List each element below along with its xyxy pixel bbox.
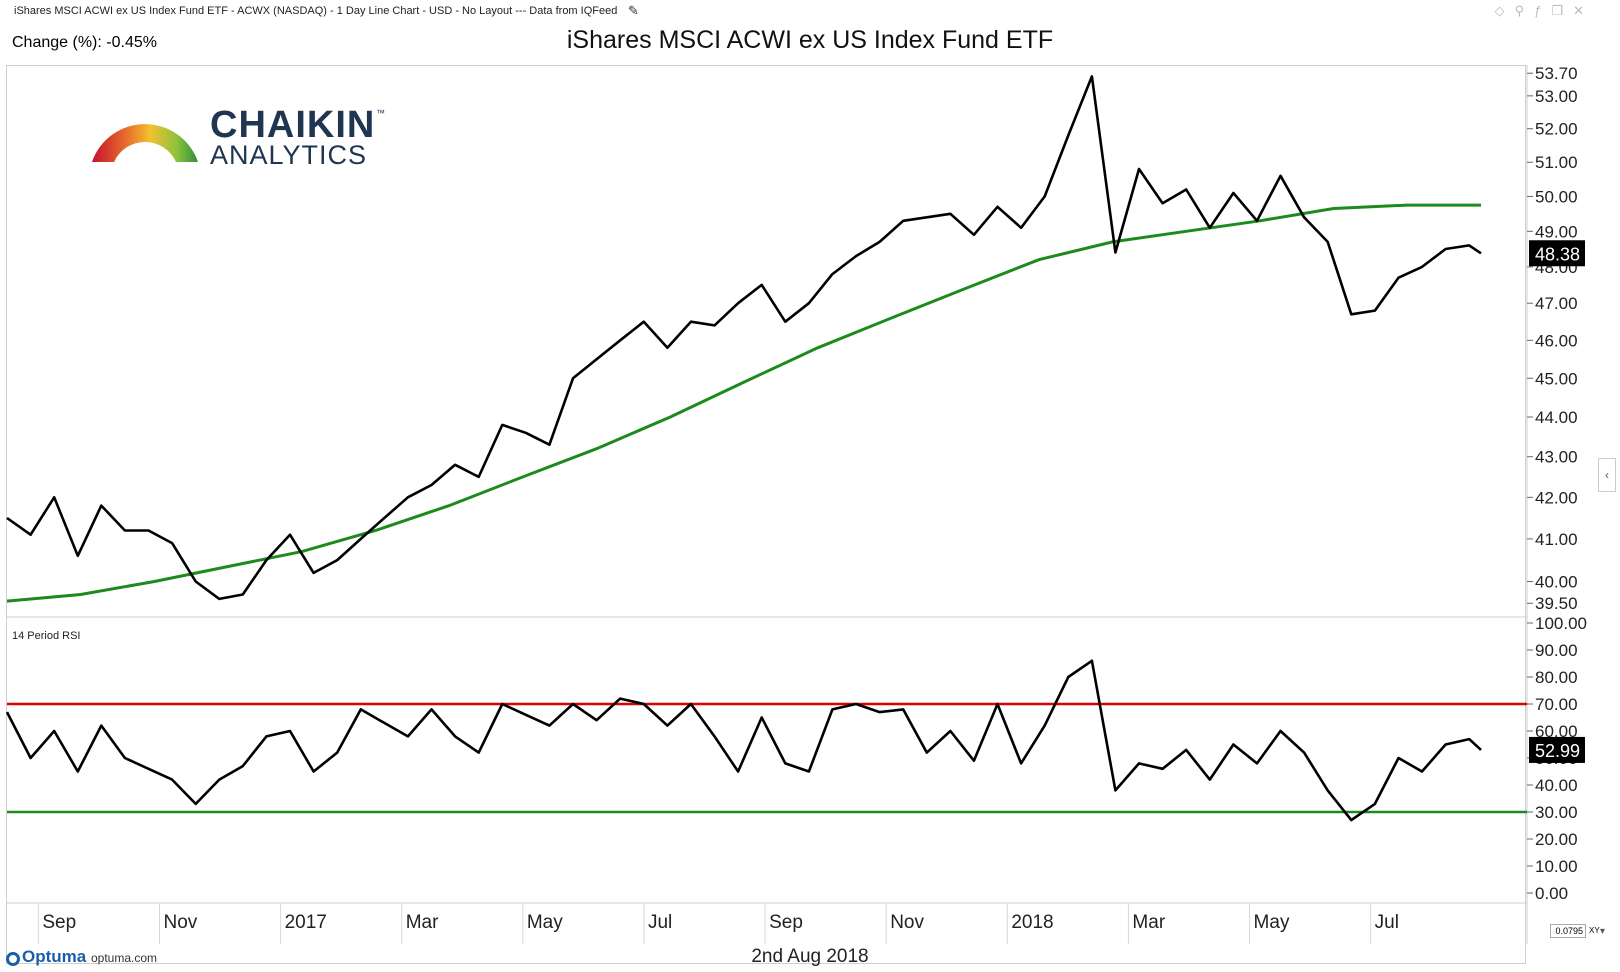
price-tick-label: 40.00 bbox=[1535, 573, 1578, 592]
rsi-tick-label: 60.00 bbox=[1535, 722, 1578, 741]
chart-info-bar: iShares MSCI ACWI ex US Index Fund ETF -… bbox=[0, 0, 1620, 24]
rsi-panel-title: 14 Period RSI bbox=[12, 630, 81, 642]
rsi-tick-label: 100.00 bbox=[1535, 614, 1587, 633]
price-tick-label: 49.00 bbox=[1535, 222, 1578, 241]
time-tick-label: Sep bbox=[769, 912, 803, 933]
fx-icon[interactable]: ƒ bbox=[1534, 3, 1552, 18]
zoom-readout[interactable]: 0.0795 bbox=[1550, 924, 1586, 938]
price-last-value-badge-bg bbox=[1529, 240, 1585, 267]
edit-pencil-icon[interactable]: ✎ bbox=[628, 3, 639, 18]
zoom-xy-label[interactable]: XY bbox=[1589, 926, 1600, 935]
chart-title: iShares MSCI ACWI ex US Index Fund ETF bbox=[566, 26, 1054, 54]
time-tick-label: Jul bbox=[648, 912, 672, 933]
rsi-tick-label: 90.00 bbox=[1535, 641, 1578, 660]
scroll-down-icon[interactable]: ▾ bbox=[1600, 926, 1606, 937]
price-axis: 53.7053.0052.0051.0050.0049.0048.0047.00… bbox=[1527, 64, 1578, 613]
time-tick-label: May bbox=[1254, 912, 1290, 933]
time-tick-label: Mar bbox=[1132, 912, 1165, 933]
price-tick-label: 47.00 bbox=[1535, 294, 1578, 313]
price-last-value-badge: 48.38 bbox=[1535, 244, 1580, 264]
time-axis: Sep Nov 2017 Mar May Jul Sep Nov 2018 Mar May Jul bbox=[37, 903, 1399, 944]
time-tick-label: Mar bbox=[406, 912, 439, 933]
rsi-line bbox=[5, 659, 1482, 822]
time-tick-label: May bbox=[527, 912, 563, 933]
time-tick-label: Nov bbox=[890, 912, 924, 933]
panel-dividers bbox=[7, 65, 1528, 944]
rsi-tick-label: 20.00 bbox=[1535, 830, 1578, 849]
price-tick-label: 39.50 bbox=[1535, 594, 1578, 613]
price-tick-label: 51.00 bbox=[1535, 153, 1578, 172]
price-tick-label: 53.00 bbox=[1535, 87, 1578, 106]
rsi-last-value-badge: 52.99 bbox=[1535, 741, 1580, 761]
price-tick-label: 41.00 bbox=[1535, 530, 1578, 549]
chaikin-logo: CHAIKIN ™ ANALYTICS bbox=[90, 104, 390, 174]
rsi-tick-label: 10.00 bbox=[1535, 857, 1578, 876]
price-tick-label: 43.00 bbox=[1535, 448, 1578, 467]
rsi-tick-label: 80.00 bbox=[1535, 668, 1578, 687]
moving-average-line bbox=[6, 203, 1481, 603]
chart-date: 2nd Aug 2018 bbox=[751, 946, 869, 967]
logo-word-analytics: ANALYTICS bbox=[210, 140, 368, 170]
price-line bbox=[6, 75, 1482, 601]
time-tick-label: 2018 bbox=[1011, 912, 1053, 933]
price-tick-label: 50.00 bbox=[1535, 187, 1578, 206]
time-tick-label: Sep bbox=[42, 912, 76, 933]
plot-lines bbox=[5, 75, 1527, 822]
gauge-logo-icon bbox=[92, 124, 198, 162]
price-tick-label: 53.70 bbox=[1535, 64, 1578, 83]
time-tick-label: 2017 bbox=[285, 912, 327, 933]
optuma-brand: Optuma bbox=[22, 947, 87, 966]
restore-icon[interactable]: ❐ bbox=[1551, 3, 1574, 18]
diamond-icon[interactable]: ◇ bbox=[1494, 3, 1515, 18]
time-tick-label: Jul bbox=[1375, 912, 1399, 933]
window-tools[interactable]: ◇⚲ƒ❐✕ bbox=[1495, 3, 1594, 19]
price-tick-label: 44.00 bbox=[1535, 408, 1578, 427]
rsi-tick-label: 30.00 bbox=[1535, 803, 1578, 822]
collapse-panel-button[interactable]: ‹ bbox=[1598, 458, 1616, 492]
rsi-tick-label: 0.00 bbox=[1535, 884, 1568, 903]
rsi-tick-label: 40.00 bbox=[1535, 776, 1578, 795]
value-badges: 48.38 52.99 bbox=[1529, 240, 1585, 763]
pin-icon[interactable]: ⚲ bbox=[1514, 3, 1535, 18]
close-icon[interactable]: ✕ bbox=[1573, 3, 1594, 18]
change-percent: Change (%): -0.45% bbox=[12, 34, 157, 51]
price-tick-label: 42.00 bbox=[1535, 488, 1578, 507]
rsi-tick-label: 70.00 bbox=[1535, 695, 1578, 714]
time-tick-label: Nov bbox=[163, 912, 197, 933]
optuma-logo: Optuma bbox=[6, 947, 86, 967]
price-tick-label: 45.00 bbox=[1535, 369, 1578, 388]
logo-trademark: ™ bbox=[376, 108, 385, 118]
optuma-icon bbox=[6, 952, 20, 966]
price-tick-label: 46.00 bbox=[1535, 331, 1578, 350]
rsi-last-value-badge-bg bbox=[1529, 736, 1585, 763]
price-tick-label: 52.00 bbox=[1535, 120, 1578, 139]
optuma-url: optuma.com bbox=[91, 951, 158, 965]
logo-word-chaikin: CHAIKIN bbox=[210, 104, 376, 146]
chart-info-text: iShares MSCI ACWI ex US Index Fund ETF -… bbox=[14, 5, 618, 17]
